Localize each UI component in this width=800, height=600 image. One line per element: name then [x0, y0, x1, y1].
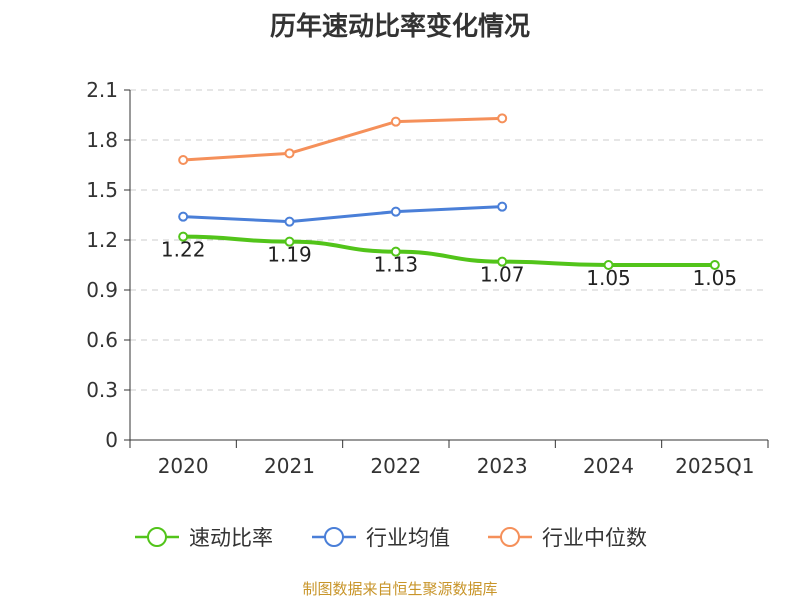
data-point — [497, 113, 508, 124]
chart-title: 历年速动比率变化情况 — [269, 12, 530, 42]
data-point — [390, 246, 401, 257]
y-tick-label: 2.1 — [86, 78, 118, 102]
x-tick-label: 2025Q1 — [675, 454, 754, 478]
x-tick-label: 2023 — [477, 454, 528, 478]
data-point — [178, 155, 189, 165]
data-label: 1.13 — [374, 253, 419, 277]
series-line-2 — [181, 205, 504, 224]
data-point — [390, 206, 401, 217]
series-line-1 — [181, 234, 717, 267]
data-label: 1.07 — [480, 263, 525, 287]
y-tick-label: 0.6 — [86, 328, 118, 352]
legend-label-2: 行业均值 — [366, 526, 450, 550]
legend: 速动比率 行业均值 行业中位数 — [135, 526, 647, 550]
legend-marker-3 — [500, 527, 520, 547]
x-tick-label: 2020 — [158, 454, 209, 478]
data-label: 1.19 — [267, 243, 312, 267]
y-tick-label: 1.8 — [86, 128, 118, 152]
data-point — [178, 231, 189, 242]
data-point — [603, 260, 614, 270]
series-lines — [178, 113, 720, 270]
data-point — [709, 260, 720, 270]
y-tick-label: 1.5 — [86, 178, 118, 202]
axes — [124, 89, 769, 448]
data-labels: 1.22 1.19 1.13 1.07 1.05 1.05 — [161, 238, 737, 290]
data-point — [497, 201, 508, 212]
data-point — [390, 116, 401, 127]
y-tick-label: 1.2 — [86, 228, 118, 252]
legend-marker-2 — [324, 527, 344, 547]
grid-lines — [130, 89, 768, 391]
source-note: 制图数据来自恒生聚源数据库 — [302, 580, 498, 598]
data-label: 1.22 — [161, 238, 206, 262]
y-tick-label: 0 — [105, 428, 118, 452]
x-tick-label: 2021 — [264, 454, 315, 478]
x-tick-label: 2024 — [583, 454, 634, 478]
legend-label-1: 速动比率 — [189, 526, 273, 550]
series-line-3 — [181, 116, 504, 162]
data-point — [497, 256, 508, 267]
y-tick-label: 0.9 — [86, 278, 118, 302]
tick-labels: 0 0.3 0.6 0.9 1.2 1.5 1.8 2.1 2020 2021 2022 2023 20… — [86, 78, 754, 478]
data-point — [178, 211, 189, 222]
data-point — [284, 148, 295, 159]
data-point — [284, 236, 295, 247]
x-tick-label: 2022 — [370, 454, 421, 478]
data-point — [284, 216, 295, 227]
y-tick-label: 0.3 — [86, 378, 118, 402]
legend-marker-1 — [147, 527, 167, 547]
data-label: 1.05 — [693, 266, 738, 290]
legend-label-3: 行业中位数 — [542, 526, 647, 550]
data-label: 1.05 — [586, 266, 631, 290]
